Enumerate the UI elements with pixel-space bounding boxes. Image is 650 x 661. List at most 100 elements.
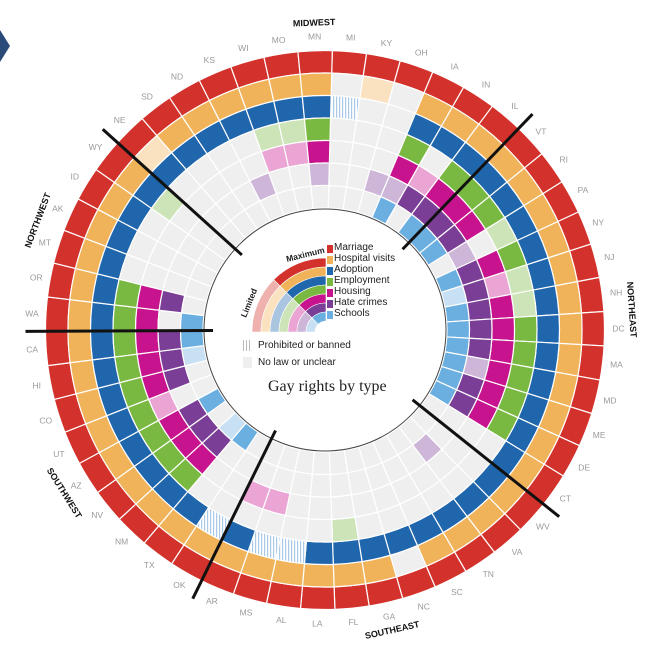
cell-nh-hate-crimes: [466, 297, 493, 322]
state-label-nd: ND: [171, 72, 183, 82]
cell-wa-employment: [112, 304, 138, 332]
cell-dc-schools: [446, 319, 471, 339]
state-label-nm: NM: [115, 537, 128, 547]
region-label-southwest: SOUTHWEST: [45, 466, 84, 520]
cell-wa-housing: [134, 306, 160, 332]
cell-la-housing: [307, 495, 333, 521]
state-label-al: AL: [276, 615, 287, 625]
cell-mi-employment: [329, 117, 358, 144]
key-no-law-label: No law or unclear: [258, 357, 336, 369]
state-label-ak: AK: [52, 204, 64, 214]
cell-nh-employment: [510, 289, 538, 319]
region-divider: [411, 398, 561, 518]
legend-swatch-adoption: [327, 267, 333, 275]
state-label-ky: KY: [381, 38, 393, 48]
legend-item-adoption: Adoption: [334, 264, 374, 275]
cell-la-adoption: [303, 540, 334, 566]
state-label-oh: OH: [415, 48, 428, 58]
state-label-ne: NE: [114, 115, 126, 125]
cell-fl-hate-crimes: [329, 471, 353, 498]
state-label-tn: TN: [483, 569, 494, 579]
cell-wa-adoption: [89, 301, 116, 332]
state-label-ma: MA: [610, 360, 623, 370]
region-divider: [101, 128, 243, 257]
state-label-wa: WA: [25, 308, 39, 318]
chart-title: Gay rights by type: [268, 378, 387, 395]
navigation-arrow-icon[interactable]: [0, 30, 10, 62]
legend-arc-limited-schools: [305, 317, 319, 333]
cell-mn-schools: [310, 184, 330, 210]
state-label-ct: CT: [560, 493, 571, 503]
cell-dc-hate-crimes: [468, 318, 493, 341]
state-label-or: OR: [30, 272, 43, 282]
cell-la-employment: [305, 518, 334, 543]
cell-ma-employment: [510, 340, 538, 369]
state-label-ny: NY: [592, 218, 604, 228]
cell-ma-adoption: [532, 341, 560, 373]
cell-la-schools: [311, 450, 331, 476]
gray-swatch: [243, 357, 252, 368]
legend-item-schools: Schools: [334, 308, 370, 319]
cell-nh-housing: [488, 293, 515, 320]
cell-la-hate-crimes: [309, 473, 332, 498]
state-label-ca: CA: [26, 344, 38, 354]
cell-wa-hospital-visits: [67, 298, 93, 332]
cell-fl-hospital-visits: [332, 560, 367, 588]
state-label-id: ID: [71, 172, 80, 182]
legend-swatch-hospital-visits: [327, 256, 333, 264]
state-label-me: ME: [593, 430, 606, 440]
cell-fl-marriage: [333, 583, 370, 610]
state-label-nv: NV: [91, 510, 103, 520]
legend-item-employment: Employment: [334, 275, 390, 286]
cell-mi-adoption: [329, 94, 361, 122]
cell-ca-marriage: [44, 330, 71, 367]
inner-circle: [203, 208, 447, 452]
hatch-swatch: [243, 340, 252, 351]
legend-item-hospital-visits: Hospital visits: [334, 253, 396, 264]
region-divider: [25, 329, 214, 333]
key-prohibited: Prohibited or banned: [243, 340, 351, 351]
cell-nh-adoption: [532, 285, 560, 317]
cell-dc-employment: [513, 315, 538, 343]
cell-dc-marriage: [580, 310, 606, 347]
state-label-in: IN: [482, 80, 491, 90]
cell-fl-employment: [331, 516, 360, 543]
state-label-az: AZ: [71, 481, 82, 491]
state-label-pa: PA: [578, 185, 589, 195]
state-label-ks: KS: [204, 55, 216, 65]
state-label-va: VA: [512, 547, 523, 557]
state-label-nc: NC: [418, 601, 430, 611]
state-label-ok: OK: [173, 580, 186, 590]
region-divider: [401, 112, 534, 251]
cell-fl-schools: [328, 449, 349, 476]
cell-mn-housing: [305, 139, 331, 165]
state-label-sd: SD: [141, 92, 153, 102]
state-label-wy: WY: [89, 142, 103, 152]
state-label-tx: TX: [144, 560, 155, 570]
cell-nh-hospital-visits: [554, 280, 583, 316]
cell-ca-adoption: [89, 330, 116, 361]
cell-mn-hospital-visits: [299, 72, 333, 98]
legend-item-housing: Housing: [334, 286, 371, 297]
legend-item-hate-crimes: Hate crimes: [334, 297, 388, 308]
cell-mi-hospital-visits: [330, 72, 364, 99]
legend-swatch-marriage: [327, 245, 333, 253]
cell-dc-adoption: [535, 313, 561, 344]
legend-swatch-hate-crimes: [327, 300, 333, 308]
state-label-mi: MI: [346, 33, 355, 43]
cell-dc-housing: [490, 316, 516, 342]
cell-ma-hospital-visits: [555, 342, 583, 377]
cell-mi-housing: [328, 139, 354, 166]
state-label-sc: SC: [451, 587, 463, 597]
state-label-wi: WI: [238, 43, 248, 53]
cell-mn-marriage: [297, 49, 333, 75]
state-label-dc: DC: [612, 324, 624, 334]
region-label-midwest: MIDWEST: [293, 17, 336, 29]
state-label-nj: NJ: [604, 252, 614, 262]
cell-ca-schools: [179, 329, 205, 350]
cell-fl-adoption: [331, 538, 363, 565]
state-label-mn: MN: [308, 32, 321, 42]
state-label-mt: MT: [39, 237, 51, 247]
region-label-northeast: NORTHEAST: [625, 281, 639, 338]
